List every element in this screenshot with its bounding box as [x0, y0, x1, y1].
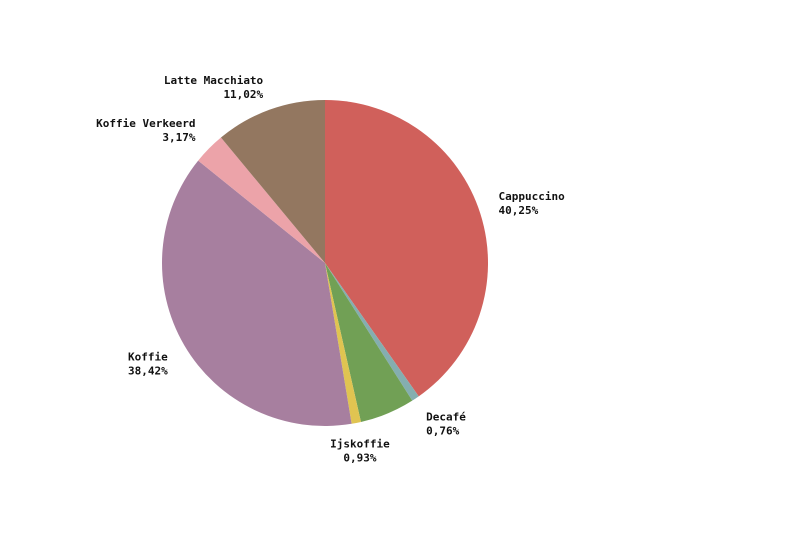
- pie-slice-koffie: [162, 160, 352, 426]
- slice-percent-decafe: 0,76%: [426, 424, 459, 437]
- pie-slice-cappuccino: [325, 100, 489, 397]
- slice-label-ijskoffie: Ijskoffie: [330, 438, 390, 451]
- pie-slices: [162, 100, 489, 426]
- slice-label-koffie-verkeerd: Koffie Verkeerd: [96, 117, 195, 130]
- slice-label-cappuccino: Cappuccino: [499, 190, 566, 203]
- pie-slice-koffie-verkeerd: [198, 137, 325, 263]
- pie-slice-ijskoffie: [325, 263, 361, 424]
- pie-slice-decafe: [325, 263, 419, 401]
- slice-percent-ijskoffie: 0,93%: [343, 452, 376, 465]
- slice-percent-koffie-verkeerd: 3,17%: [162, 131, 195, 144]
- slice-percent-latte-macchiato: 11,02%: [223, 88, 263, 101]
- slice-percent-koffie: 38,42%: [128, 365, 168, 378]
- slice-label-latte-macchiato: Latte Macchiato: [164, 74, 264, 87]
- slice-label-decafe: Decafé: [426, 410, 466, 423]
- pie-slice-unlabeled-2: [325, 263, 413, 422]
- pie-slice-latte-macchiato: [220, 100, 325, 263]
- slice-label-koffie: Koffie: [128, 351, 168, 364]
- slice-percent-cappuccino: 40,25%: [499, 204, 539, 217]
